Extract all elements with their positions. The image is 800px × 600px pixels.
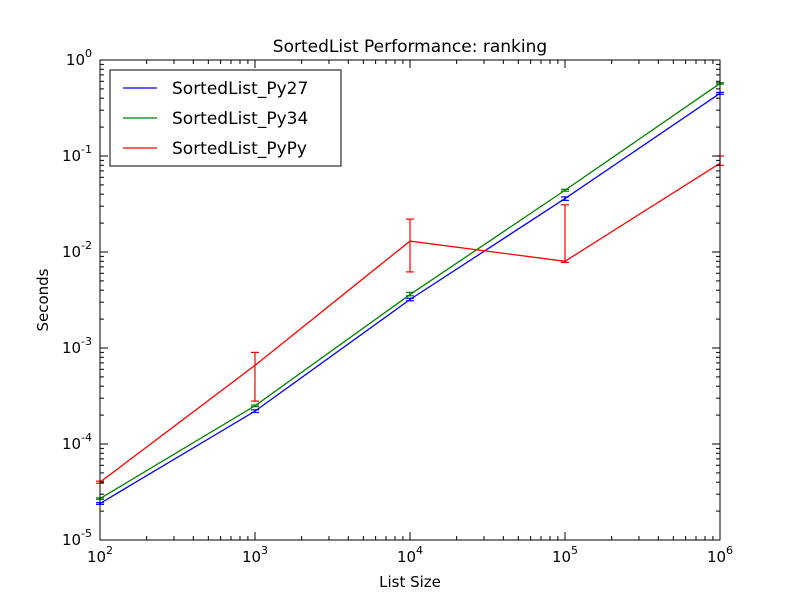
y-tick-label: 100 — [66, 47, 92, 69]
legend-item: SortedList_Py34 — [123, 109, 308, 129]
error-bar — [251, 409, 259, 414]
error-bar — [251, 351, 259, 402]
y-tick-label: 10-3 — [62, 335, 92, 357]
x-tick-label: 104 — [397, 544, 423, 566]
error-bar — [561, 204, 569, 263]
tick-layer: 102 103 104 105 106 10-5 10-4 10-3 10-2 10-1 100 — [62, 47, 733, 566]
x-tick-label: 103 — [242, 544, 268, 566]
y-tick-label: 10-4 — [62, 431, 92, 453]
y-tick-label: 10-1 — [62, 143, 92, 165]
series-SortedList_Py34 — [96, 82, 724, 500]
plot-frame — [99, 59, 721, 541]
legend-item: SortedList_Py27 — [123, 79, 308, 99]
chart-title: SortedList Performance: ranking — [273, 37, 547, 57]
y-axis-label: Seconds — [34, 268, 52, 331]
y-tick-label: 10-5 — [62, 527, 92, 549]
error-bar — [406, 218, 414, 273]
legend-label: SortedList_Py27 — [172, 79, 308, 99]
legend: SortedList_Py27 SortedList_Py34 SortedList… — [109, 69, 342, 167]
series-layer — [96, 82, 724, 505]
y-tick-label: 10-2 — [62, 239, 92, 261]
x-axis-label: List Size — [379, 573, 441, 591]
x-tick-label: 102 — [87, 544, 113, 566]
x-tick-label: 105 — [552, 544, 578, 566]
error-bar — [561, 196, 569, 201]
error-bar — [406, 291, 414, 297]
error-bar — [251, 404, 259, 408]
error-bar — [561, 188, 569, 192]
legend-label: SortedList_Py34 — [172, 109, 308, 129]
error-bar — [406, 297, 414, 302]
legend-item: SortedList_PyPy — [123, 139, 307, 159]
legend-label: SortedList_PyPy — [172, 139, 307, 159]
x-tick-label: 106 — [707, 544, 733, 566]
